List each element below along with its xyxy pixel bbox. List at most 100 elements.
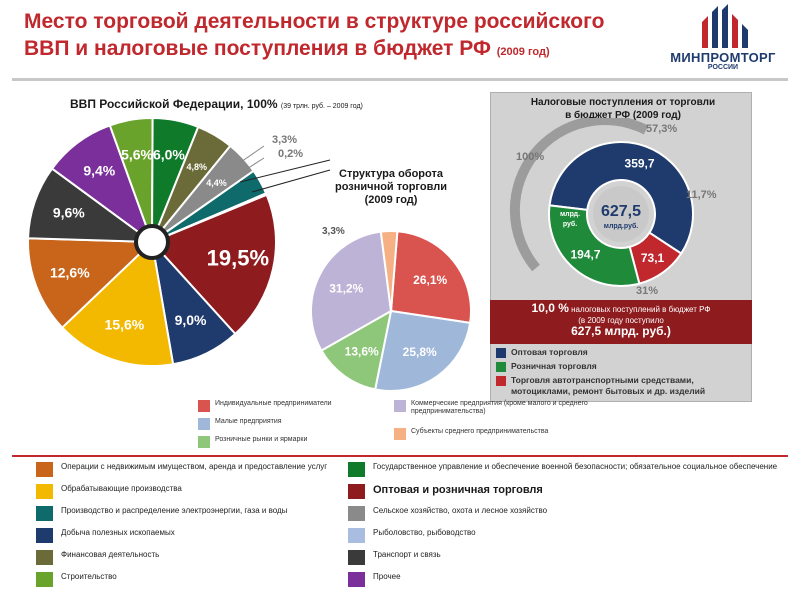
- tax-label-57-3: 57,3%: [646, 123, 677, 135]
- logo-subtext: РОССИИ: [707, 64, 739, 71]
- tax-banner: 10,0 % налоговых поступлений в бюджет РФ…: [490, 300, 752, 344]
- gdp-label-3: 12,6%: [50, 264, 90, 280]
- sector-legend-label-4: Финансовая деятельность: [61, 550, 160, 559]
- retail-legend: Индивидуальные предприниматели Малые пред…: [198, 398, 618, 454]
- sector-legend-item-2: Производство и распределение электроэнер…: [36, 506, 336, 521]
- tax-legend-item-2: Торговля автотранспортными средствами, м…: [496, 375, 752, 397]
- gdp-slice-4: [27, 167, 156, 244]
- tax-legend-label-1: Розничная торговля: [511, 361, 597, 371]
- tax-label-1: 73,1: [641, 251, 665, 265]
- gdp-chart-title: ВВП Российской Федерации, 100% (39 трлн.…: [70, 97, 363, 111]
- tax-legend-label-0: Оптовая торговля: [511, 347, 588, 357]
- tax-banner-percent: 10,0 %: [531, 301, 569, 315]
- gdp-callout-0-2: 0,2%: [278, 148, 304, 160]
- sector-legend-swatch-1: [36, 484, 53, 499]
- sector-legend-item-8: Сельское хозяйство, охота и лесное хозяй…: [348, 506, 788, 521]
- sector-legend-label-8: Сельское хозяйство, охота и лесное хозяй…: [373, 506, 548, 515]
- sector-legend: Операции с недвижимым имуществом, аренда…: [36, 460, 796, 600]
- retail-legend-item-4: Субъекты среднего предпринимательства: [394, 428, 618, 440]
- tax-side-unit-1: млрд.: [560, 211, 580, 218]
- tax-legend-label-2: Торговля автотранспортными средствами, м…: [511, 375, 706, 396]
- retail-label-4: 3,3%: [322, 226, 345, 237]
- retail-label-3: 31,2%: [329, 282, 363, 296]
- sector-legend-label-10: Транспорт и связь: [373, 550, 441, 559]
- tax-chart-title: Налоговые поступления от торговли в бюдж…: [530, 97, 716, 121]
- tax-arc-100: [509, 118, 649, 272]
- tax-legend: Оптовая торговля Розничная торговля Торгов…: [496, 347, 752, 400]
- logo-text: МИНПРОМТОРГ: [670, 50, 776, 65]
- sector-legend-label-3: Добыча полезных ископаемых: [61, 528, 175, 537]
- sector-legend-swatch-6: [348, 462, 365, 477]
- tax-legend-swatch-1: [496, 362, 506, 372]
- gdp-label-1: 9,0%: [175, 312, 207, 328]
- gdp-label-4: 9,6%: [53, 204, 85, 220]
- gdp-label-5: 9,4%: [83, 163, 115, 179]
- sector-legend-label-2: Производство и распределение электроэнер…: [61, 506, 288, 515]
- gdp-slice-3: [27, 237, 155, 329]
- sector-legend-label-11: Прочее: [373, 572, 401, 581]
- retail-legend-item-2: Розничные рынки и ярмарки: [198, 436, 388, 448]
- retail-legend-item-1: Малые предприятия: [198, 418, 388, 430]
- sector-legend-swatch-4: [36, 550, 53, 565]
- sector-legend-swatch-2: [36, 506, 53, 521]
- sector-legend-item-7: Оптовая и розничная торговля: [348, 484, 788, 499]
- sector-legend-swatch-7: [348, 484, 365, 499]
- sector-legend-swatch-11: [348, 572, 365, 587]
- sector-legend-divider: [12, 455, 788, 457]
- retail-legend-swatch-0: [198, 400, 210, 412]
- retail-legend-label-3: Коммерческие предприятия (кроме малого и…: [411, 400, 588, 415]
- tax-banner-line3: 627,5 млрд. руб.): [571, 324, 671, 338]
- retail-legend-label-2: Розничные рынки и ярмарки: [215, 436, 308, 443]
- gdp-label-2: 15,6%: [105, 317, 145, 333]
- gdp-slice-2: [60, 239, 175, 367]
- tax-label-0: 359,7: [625, 156, 655, 170]
- retail-pie-chart: 26,1% 25,8% 13,6% 31,2% 3,3%: [310, 226, 472, 392]
- tax-center-unit: млрд.руб.: [604, 222, 639, 230]
- tax-label-2: 194,7: [571, 248, 601, 262]
- sector-legend-swatch-10: [348, 550, 365, 565]
- retail-chart-title: Структура оборота розничной торговли (20…: [335, 168, 447, 206]
- retail-label-1: 25,8%: [403, 345, 437, 359]
- retail-label-0: 26,1%: [413, 273, 447, 287]
- retail-legend-label-1: Малые предприятия: [215, 418, 282, 425]
- tax-label-100: 100%: [516, 151, 544, 163]
- sector-legend-item-4: Финансовая деятельность: [36, 550, 336, 565]
- retail-slice-4: [379, 230, 399, 312]
- retail-legend-swatch-2: [198, 436, 210, 448]
- gdp-label-0: 19,5%: [207, 245, 269, 270]
- sector-legend-item-9: Рыболовство, рыбоводство: [348, 528, 788, 543]
- gdp-pie-center-hole: [134, 224, 170, 260]
- retail-label-2: 13,6%: [345, 345, 379, 359]
- retail-legend-label-4: Субъекты среднего предпринимательства: [411, 428, 549, 435]
- tax-banner-line1: налоговых поступлений в бюджет РФ: [571, 305, 711, 314]
- tax-legend-item-0: Оптовая торговля: [496, 347, 752, 358]
- sector-legend-swatch-9: [348, 528, 365, 543]
- sector-legend-label-9: Рыболовство, рыбоводство: [373, 528, 476, 537]
- retail-legend-item-0: Индивидуальные предприниматели: [198, 400, 388, 412]
- tax-donut-center: [593, 186, 649, 242]
- sector-legend-item-6: Государственное управление и обеспечение…: [348, 462, 788, 477]
- sector-legend-label-1: Обрабатывающие производства: [61, 484, 182, 493]
- page-title: Место торговой деятельности в структуре …: [24, 10, 605, 60]
- gdp-label-9: 4,4%: [206, 178, 227, 188]
- tax-banner-line2: (в 2009 году поступило: [578, 316, 664, 325]
- gdp-label-7: 6,0%: [153, 147, 185, 163]
- tax-legend-item-1: Розничная торговля: [496, 361, 752, 372]
- sector-legend-item-10: Транспорт и связь: [348, 550, 788, 565]
- gdp-callout-lines: [237, 145, 331, 193]
- tax-slice-0: [548, 141, 694, 255]
- tax-label-11-7: 11,7%: [686, 189, 717, 201]
- retail-legend-swatch-1: [198, 418, 210, 430]
- sector-legend-swatch-0: [36, 462, 53, 477]
- retail-slice-3: [310, 230, 393, 352]
- retail-slice-0: [389, 230, 472, 325]
- header-divider: [12, 78, 788, 81]
- tax-side-unit-2: руб.: [563, 220, 577, 228]
- tax-center-value: 627,5: [601, 203, 641, 220]
- retail-legend-swatch-4: [394, 428, 406, 440]
- gdp-slice-11: [151, 192, 268, 243]
- sector-legend-item-3: Добыча полезных ископаемых: [36, 528, 336, 543]
- gdp-chart-note: (39 трлн. руб. – 2009 год): [280, 103, 363, 110]
- tax-legend-swatch-0: [496, 348, 506, 358]
- sector-legend-item-0: Операции с недвижимым имуществом, аренда…: [36, 462, 336, 477]
